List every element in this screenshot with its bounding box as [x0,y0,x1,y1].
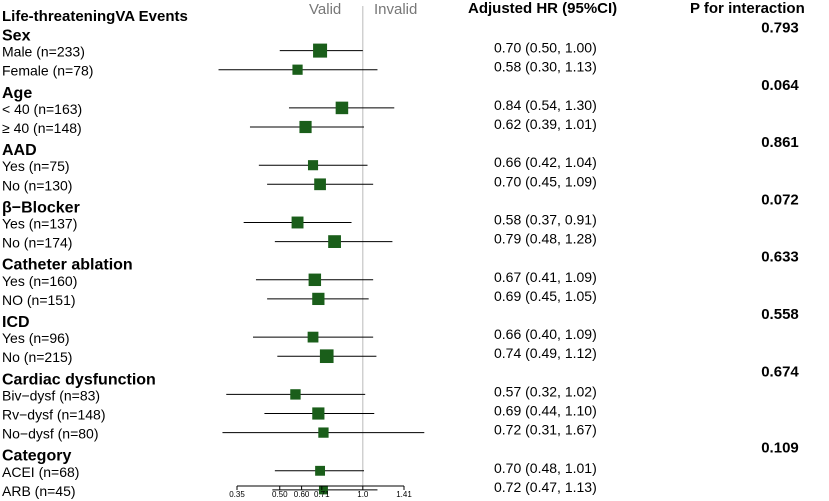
x-tick-label: 0.71 [314,490,330,499]
hr-marker [335,101,349,115]
p-interaction-value: 0.793 [761,20,799,37]
hr-ci-text: 0.69 (0.44, 1.10) [494,403,597,419]
row-label: Rv−dysf (n=148) [2,407,106,423]
hr-marker [318,427,329,438]
row-label: Yes (n=160) [2,273,77,289]
hr-marker [290,389,301,400]
p-interaction-column-header: P for interaction [690,0,805,17]
row-label: Biv−dysf (n=83) [2,387,100,403]
row-label: Yes (n=96) [2,330,70,346]
p-interaction-value: 0.109 [761,440,799,457]
hr-ci-text: 0.72 (0.31, 1.67) [494,422,597,438]
group-label: ICD [2,314,30,331]
hr-marker [328,235,341,248]
row-label: ≥ 40 (n=148) [2,120,82,136]
hr-ci-text: 0.57 (0.32, 1.02) [494,383,597,399]
chart-title: Life-threateningVA Events [2,8,188,25]
p-interaction-value: 0.633 [761,249,799,266]
hr-marker [318,485,328,495]
group-label: Catheter ablation [2,257,133,274]
row-label: Yes (n=137) [2,216,77,232]
hr-ci-text: 0.72 (0.47, 1.13) [494,479,597,495]
hr-ci-text: 0.74 (0.49, 1.12) [494,345,597,361]
hr-marker [315,465,326,476]
hr-marker [313,43,328,58]
row-label: No (n=174) [2,235,72,251]
hr-marker [291,216,304,229]
hr-marker [319,349,334,364]
hr-ci-text: 0.79 (0.48, 1.28) [494,231,597,247]
group-label: Age [2,85,32,102]
hr-ci-text: 0.70 (0.45, 1.09) [494,173,597,189]
hr-ci-text: 0.58 (0.30, 1.13) [494,59,597,75]
hr-marker [308,273,322,287]
hr-ci-text: 0.66 (0.40, 1.09) [494,326,597,342]
group-label: Cardiac dysfunction [2,371,156,388]
group-label: AAD [2,142,37,159]
group-label: Sex [2,28,31,45]
hr-ci-text: 0.69 (0.45, 1.05) [494,288,597,304]
row-label: No−dysf (n=80) [2,426,99,442]
hr-ci-text: 0.67 (0.41, 1.09) [494,269,597,285]
hr-ci-text: 0.62 (0.39, 1.01) [494,116,597,132]
hr-marker [314,178,326,191]
invalid-label: Invalid [374,1,418,18]
hr-marker [307,331,319,343]
valid-label: Valid [309,1,342,18]
x-tick-label: 1.41 [396,490,412,499]
x-tick-label: 0.35 [229,490,245,499]
hr-ci-text: 0.70 (0.50, 1.00) [494,40,597,56]
p-interaction-value: 0.064 [761,77,799,94]
group-label: Category [2,448,71,465]
hr-marker [312,292,325,306]
row-label: ARB (n=45) [2,483,76,499]
row-label: Yes (n=75) [2,158,70,174]
row-label: No (n=130) [2,177,72,193]
hr-ci-text: 0.84 (0.54, 1.30) [494,97,597,113]
x-tick-label: 0.50 [272,490,288,499]
hr-ci-text: 0.70 (0.48, 1.01) [494,460,597,476]
hr-marker [312,407,325,420]
row-label: < 40 (n=163) [2,101,82,117]
hr-marker [292,64,303,75]
p-interaction-value: 0.861 [761,134,799,151]
group-label: β−Blocker [2,199,80,216]
row-label: NO (n=151) [2,292,76,308]
p-interaction-value: 0.072 [761,191,799,208]
row-label: Male (n=233) [2,44,85,60]
row-label: Female (n=78) [2,63,93,79]
hr-column-header: Adjusted HR (95%CI) [468,0,618,17]
p-interaction-value: 0.558 [761,306,799,323]
row-label: ACEI (n=68) [2,464,79,480]
p-interaction-value: 0.674 [761,363,799,380]
row-label: No (n=215) [2,349,72,365]
hr-ci-text: 0.66 (0.42, 1.04) [494,154,597,170]
hr-ci-text: 0.58 (0.37, 0.91) [494,212,597,228]
x-tick-label: 1.0 [357,490,369,499]
hr-marker [307,160,319,171]
hr-marker [299,120,312,134]
x-tick-label: 0.60 [294,490,310,499]
